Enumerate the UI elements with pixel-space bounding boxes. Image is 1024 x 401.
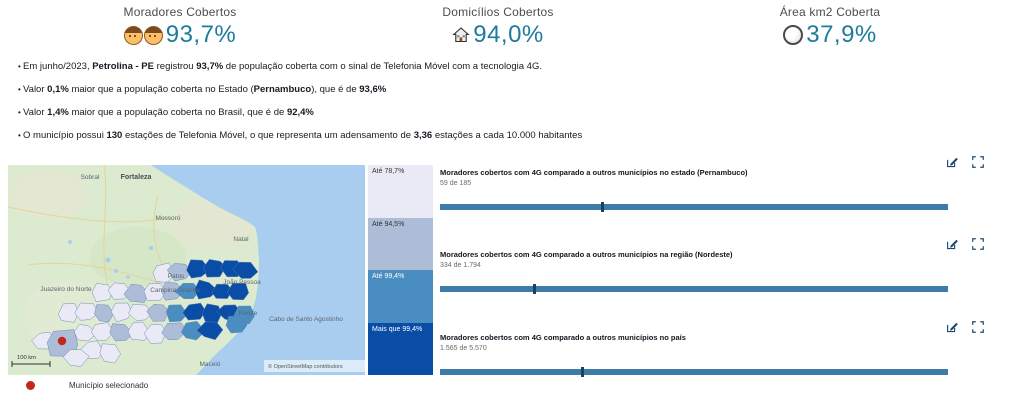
municipality-cell[interactable] [91, 283, 113, 303]
summary-bullets: Em junho/2023, Petrolina - PE registrou … [18, 61, 582, 153]
municipality-cell[interactable] [181, 320, 206, 341]
city-label: Campina Grande [150, 287, 200, 294]
choropleth-cells [31, 259, 259, 367]
bottom-legend: Município selecionado [26, 381, 148, 390]
municipality-cell[interactable] [109, 323, 134, 342]
circle-icon [783, 25, 804, 45]
rank-bar-marker [600, 202, 604, 212]
city-label: Sobral [81, 174, 100, 181]
kpi-label: Domicílios Cobertos [442, 5, 554, 19]
city-label: Juazeiro do Norte [40, 286, 92, 293]
municipality-cell[interactable] [143, 324, 167, 344]
kpi-value: 94,0% [473, 21, 544, 48]
map-scale-label: 100 km [17, 355, 36, 361]
municipality-cell[interactable] [194, 279, 219, 300]
municipality-cell[interactable] [232, 261, 259, 279]
map-legend-item: Até 78,7% [368, 165, 433, 218]
summary-bullet: Em junho/2023, Petrolina - PE registrou … [18, 61, 578, 72]
kpi-area-coberta: Área km2 Coberta 37,9% [740, 5, 920, 48]
kpi-value: 37,9% [806, 21, 877, 48]
panel-title: Moradores cobertos com 4G comparado a ou… [440, 333, 686, 342]
city-label: Fortaleza [121, 174, 152, 181]
rank-bar-marker [581, 367, 585, 377]
municipality-cell[interactable] [182, 302, 207, 321]
municipality-cell[interactable] [196, 321, 224, 341]
city-label: Patos [168, 273, 185, 280]
map-legend-item: Mais que 99,4% [368, 322, 433, 375]
summary-bullet: Valor 1,4% maior que a população coberta… [18, 107, 578, 118]
map-legend: Até 78,7% Até 94,5% Até 99,4% Mais que 99,4… [368, 165, 433, 375]
people-icon [143, 25, 163, 45]
kpi-value: 93,7% [165, 21, 237, 48]
map-legend-item: Até 94,5% [368, 217, 433, 270]
selected-municipality-marker[interactable] [57, 336, 67, 346]
bottom-legend-label: Município selecionado [69, 381, 149, 390]
city-label: Natal [233, 236, 249, 243]
municipality-cell[interactable] [166, 263, 193, 282]
municipality-cell[interactable] [161, 281, 183, 301]
municipality-cell[interactable] [110, 302, 133, 323]
panel-subtitle: 1.565 de 5.570 [440, 345, 487, 352]
kpi-label: Área km2 Coberta [779, 5, 881, 19]
municipality-cell[interactable] [203, 259, 227, 278]
rank-bar [440, 202, 948, 212]
rank-panel-pais: Moradores cobertos com 4G comparado a ou… [440, 320, 985, 382]
map-scale-bar [11, 361, 51, 367]
municipality-cell[interactable] [94, 304, 114, 323]
edit-icon[interactable] [945, 320, 959, 334]
municipality-cell[interactable] [74, 302, 100, 321]
panel-subtitle: 59 de 185 [440, 180, 472, 187]
coverage-map[interactable]: Sobral Fortaleza Mossoró Natal Patos Campina … [7, 164, 365, 375]
municipality-cell[interactable] [186, 259, 211, 279]
expand-icon[interactable] [971, 155, 985, 169]
city-label: Recife [239, 310, 258, 317]
municipality-cell[interactable] [211, 283, 233, 299]
municipality-cell[interactable] [128, 304, 153, 321]
municipality-cell[interactable] [99, 343, 121, 364]
summary-bullet: Valor 0,1% maior que a população coberta… [18, 84, 578, 95]
municipality-cell[interactable] [91, 322, 114, 341]
kpi-moradores-cobertos: Moradores Cobertos 93,7% [90, 5, 270, 48]
municipality-cell[interactable] [226, 282, 249, 301]
edit-icon[interactable] [945, 155, 959, 169]
rank-bar [440, 367, 948, 377]
people-icon [123, 25, 143, 45]
expand-icon[interactable] [971, 237, 985, 251]
rank-panel-estado: Moradores cobertos com 4G comparado a ou… [440, 155, 985, 217]
municipality-cell[interactable] [225, 315, 248, 334]
rank-panel-regiao: Moradores cobertos com 4G comparado a ou… [440, 237, 985, 299]
municipality-cell[interactable] [174, 282, 200, 299]
city-label: Maceió [200, 361, 221, 368]
municipality-cell[interactable] [62, 349, 90, 367]
city-label: Cabo de Santo Agostinho [269, 316, 343, 323]
panel-title: Moradores cobertos com 4G comparado a ou… [440, 250, 733, 259]
municipality-cell[interactable] [127, 321, 151, 341]
municipality-cell[interactable] [123, 283, 149, 303]
expand-icon[interactable] [971, 320, 985, 334]
municipality-cell[interactable] [58, 303, 79, 323]
municipality-cell[interactable] [143, 283, 167, 301]
municipality-cell[interactable] [166, 304, 188, 323]
city-label: Mossoró [156, 215, 181, 222]
edit-icon[interactable] [945, 237, 959, 251]
kpi-label: Moradores Cobertos [123, 5, 237, 19]
rank-bar-marker [533, 284, 537, 294]
summary-bullet: O município possui 130 estações de Telef… [18, 130, 582, 141]
house-icon [452, 27, 470, 43]
municipality-cell[interactable] [146, 303, 169, 322]
map-attribution: © OpenStreetMap contributors [268, 363, 343, 370]
map-legend-item: Até 99,4% [368, 270, 433, 323]
kpi-domicilios-cobertos: Domicílios Cobertos 94,0% [408, 5, 588, 48]
map-water [151, 165, 365, 375]
rank-bar [440, 284, 948, 294]
panel-title: Moradores cobertos com 4G comparado a ou… [440, 168, 748, 177]
panel-subtitle: 334 de 1.794 [440, 262, 481, 269]
city-label: João Pessoa [223, 279, 261, 286]
selected-municipality-dot [26, 381, 35, 390]
municipality-cell[interactable] [161, 322, 188, 341]
